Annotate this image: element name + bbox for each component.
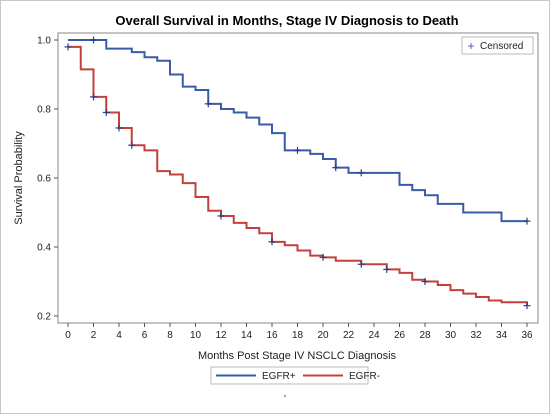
y-axis: 0.2 0.4 0.6 0.8 1.0	[37, 36, 58, 323]
x-tick-label: 18	[292, 330, 304, 341]
y-axis-label: Survival Probability	[13, 131, 25, 225]
censor-mark-egfr-neg	[128, 141, 136, 149]
series-layer	[64, 36, 531, 310]
x-axis-label: Months Post Stage IV NSCLC Diagnosis	[198, 350, 397, 362]
censor-mark-egfr-pos	[294, 146, 301, 154]
censor-mark-egfr-neg	[319, 253, 327, 261]
censor-mark-egfr-pos	[357, 169, 365, 177]
x-tick-label: 34	[496, 330, 508, 341]
censor-mark-egfr-neg	[421, 278, 429, 285]
censor-mark-egfr-pos	[332, 164, 340, 172]
y-tick-label: 1.0	[37, 36, 51, 47]
x-tick-label: 36	[521, 330, 533, 341]
censor-mark-egfr-neg	[115, 124, 123, 132]
chart-title: Overall Survival in Months, Stage IV Dia…	[115, 13, 458, 28]
y-tick-label: 0.8	[37, 105, 51, 116]
y-tick-label: 0.4	[37, 243, 51, 254]
censor-mark-egfr-neg	[523, 302, 531, 310]
censor-mark-egfr-neg	[64, 43, 72, 51]
footer-mark: '	[284, 394, 286, 405]
x-tick-label: 30	[445, 330, 457, 341]
x-tick-label: 24	[368, 330, 380, 341]
x-tick-label: 6	[142, 330, 148, 341]
x-tick-label: 14	[241, 330, 253, 341]
x-tick-label: 4	[116, 330, 122, 341]
survival-line-egfr-pos	[68, 39, 527, 223]
x-tick-label: 10	[190, 330, 202, 341]
y-tick-label: 0.6	[37, 174, 51, 185]
plot-area	[57, 32, 539, 324]
censored-legend-marker: +	[467, 39, 474, 53]
x-tick-label: 32	[470, 330, 482, 341]
censored-legend-label: Censored	[480, 41, 523, 52]
censor-mark-egfr-neg	[268, 238, 276, 246]
censored-legend-box	[461, 36, 534, 55]
x-tick-label: 12	[215, 330, 227, 341]
censor-mark-egfr-neg	[383, 265, 391, 273]
censor-mark-egfr-pos	[523, 217, 531, 225]
x-tick-label: 28	[419, 330, 431, 341]
censor-mark-egfr-pos	[204, 100, 212, 108]
y-tick-label: 0.2	[37, 312, 51, 323]
x-tick-label: 22	[343, 330, 355, 341]
censor-mark-egfr-neg	[357, 260, 365, 268]
censor-mark-egfr-pos	[90, 36, 97, 44]
censor-mark-egfr-neg	[90, 93, 97, 101]
x-tick-label: 20	[317, 330, 329, 341]
survival-line-egfr-neg	[68, 45, 528, 306]
x-tick-label: 2	[91, 330, 97, 341]
legend-label-egfr-neg: EGFR-	[349, 371, 380, 382]
x-tick-label: 26	[394, 330, 406, 341]
censor-mark-egfr-neg	[102, 108, 110, 116]
legend-label-egfr-pos: EGFR+	[262, 371, 296, 382]
x-tick-label: 0	[65, 330, 71, 341]
x-axis: 0 2 4 6 8 10 12 14 16 18 20 22 24 26 28 30 32 34 36	[65, 323, 533, 341]
censored-legend: + Censored	[461, 36, 534, 55]
series-legend: EGFR+ EGFR-	[210, 366, 380, 385]
x-tick-label: 16	[266, 330, 278, 341]
series-legend-box	[210, 366, 369, 385]
censor-mark-egfr-neg	[217, 212, 225, 220]
x-tick-label: 8	[167, 330, 173, 341]
